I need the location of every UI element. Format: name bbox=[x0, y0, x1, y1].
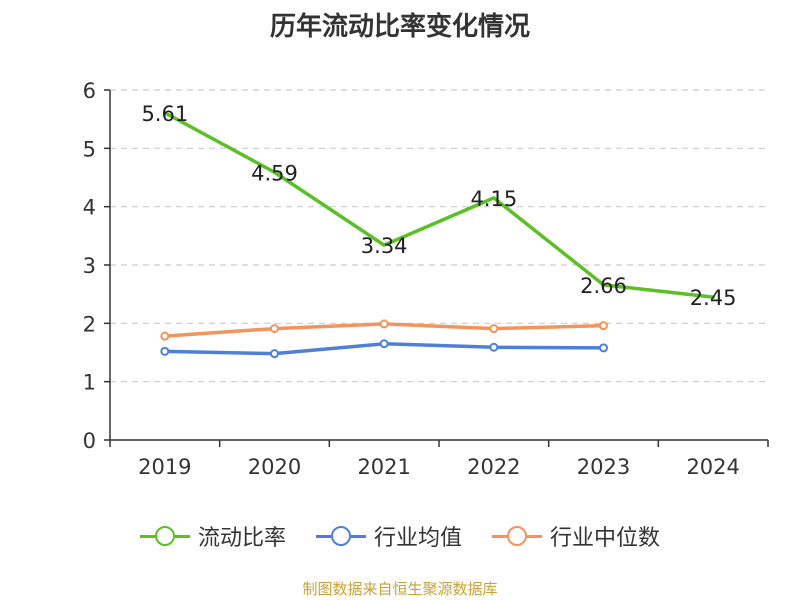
legend-marker bbox=[315, 526, 366, 546]
series-line-0 bbox=[163, 111, 715, 299]
legend-label: 行业均值 bbox=[373, 526, 462, 551]
data-point bbox=[489, 324, 499, 334]
y-tick-label: 6 bbox=[83, 79, 96, 103]
x-tick-label: 2023 bbox=[577, 455, 630, 479]
source-footer: 制图数据来自恒生聚源数据库 bbox=[302, 580, 498, 598]
data-point bbox=[489, 342, 499, 352]
x-tick-label: 2020 bbox=[248, 455, 301, 479]
legend-label: 行业中位数 bbox=[550, 526, 661, 551]
x-tick-label: 2024 bbox=[686, 455, 739, 479]
data-point bbox=[599, 321, 608, 331]
legend-label: 流动比率 bbox=[197, 526, 286, 551]
legend-item-industry-median[interactable]: 行业中位数 bbox=[492, 520, 660, 552]
data-label: 2.66 bbox=[580, 274, 627, 298]
y-tick-label: 2 bbox=[83, 312, 96, 336]
chart-legend: 流动比率 行业均值 行业中位数 bbox=[0, 520, 800, 552]
data-point bbox=[270, 349, 279, 359]
data-point bbox=[379, 339, 389, 349]
data-point bbox=[379, 319, 389, 329]
x-tick-label: 2022 bbox=[467, 455, 520, 479]
x-tick-label: 2019 bbox=[138, 455, 191, 479]
y-tick-label: 4 bbox=[83, 196, 96, 220]
data-label: 4.15 bbox=[470, 187, 517, 211]
legend-marker bbox=[139, 526, 190, 546]
y-tick-label: 1 bbox=[83, 371, 96, 395]
data-label: 4.59 bbox=[251, 161, 298, 185]
y-tick-label: 5 bbox=[83, 137, 96, 161]
data-point bbox=[160, 346, 170, 356]
data-label: 3.34 bbox=[361, 234, 408, 258]
legend-marker bbox=[492, 526, 542, 546]
legend-item-industry-mean[interactable]: 行业均值 bbox=[315, 520, 462, 552]
y-tick-label: 0 bbox=[83, 429, 96, 453]
data-point bbox=[160, 331, 170, 341]
y-tick-label: 3 bbox=[83, 254, 96, 278]
chart-title: 历年流动比率变化情况 bbox=[269, 12, 530, 42]
x-tick-label: 2021 bbox=[357, 455, 410, 479]
data-label: 5.61 bbox=[141, 102, 188, 126]
data-point bbox=[599, 343, 608, 353]
data-label: 2.45 bbox=[690, 286, 737, 310]
legend-item-current-ratio[interactable]: 流动比率 bbox=[139, 520, 286, 552]
data-point bbox=[270, 324, 279, 334]
